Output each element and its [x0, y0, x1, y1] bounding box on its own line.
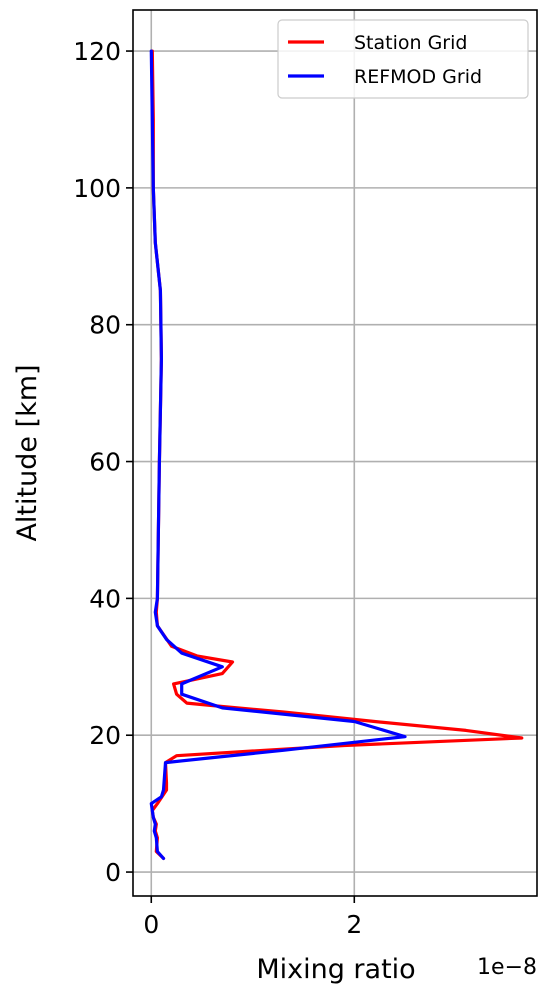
grid-layer — [133, 10, 537, 896]
y-tick-label: 20 — [89, 721, 121, 750]
x-axis-offset-label: 1e−8 — [477, 955, 537, 980]
y-tick-label: 100 — [73, 174, 121, 203]
legend: Station Grid REFMOD Grid — [277, 19, 529, 99]
x-tick-label: 2 — [346, 910, 362, 939]
x-tick-label: 0 — [143, 910, 159, 939]
y-tick-label: 40 — [89, 584, 121, 613]
y-tick-label: 120 — [73, 37, 121, 66]
plot-frame — [132, 9, 538, 897]
legend-entry: Station Grid — [354, 32, 467, 54]
x-axis-label: Mixing ratio — [256, 954, 415, 985]
series-layer — [149, 49, 524, 860]
y-tick-label: 60 — [89, 448, 121, 477]
y-axis-label: Altitude [km] — [12, 364, 43, 541]
legend-entry: REFMOD Grid — [354, 66, 482, 88]
legend-box — [277, 19, 529, 99]
y-tick-label: 0 — [105, 858, 121, 887]
y-tick-label: 80 — [89, 311, 121, 340]
series-line-2 — [149, 49, 407, 860]
tick-layer: 0 20 40 60 80 100 120 0 2 — [73, 37, 362, 939]
